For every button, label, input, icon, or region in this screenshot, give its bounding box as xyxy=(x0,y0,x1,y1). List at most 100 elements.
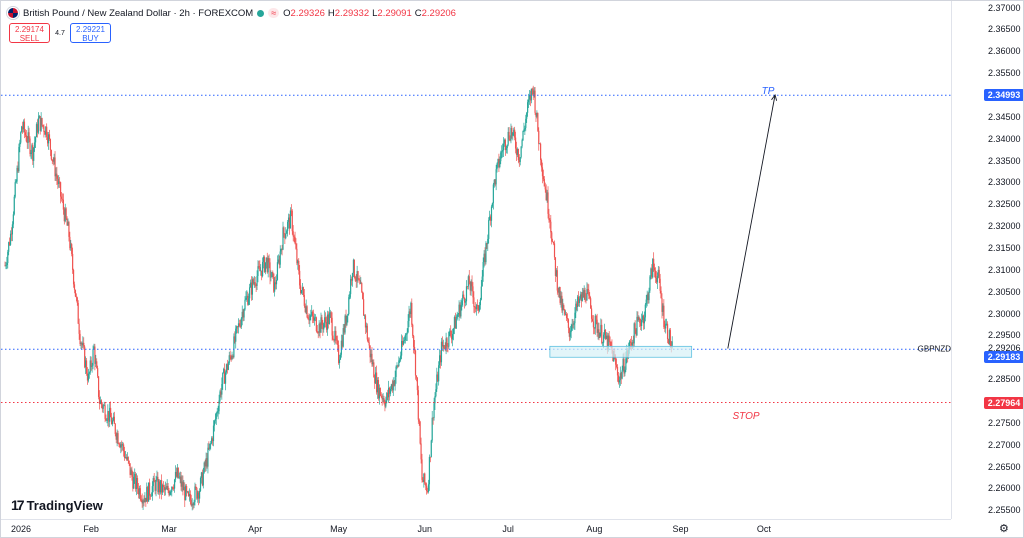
candle-body xyxy=(65,208,67,219)
candle-body xyxy=(42,125,44,127)
candle-body xyxy=(229,355,231,357)
candle-body xyxy=(567,319,570,328)
candle-body xyxy=(34,142,36,148)
candle-body xyxy=(24,132,26,136)
price-tick-label: 2.34500 xyxy=(988,111,1021,122)
time-axis[interactable]: 2026 Feb Mar Apr May Jun Jul Aug Sep Oct xyxy=(1,519,951,537)
candle-body xyxy=(138,488,140,495)
candle-body xyxy=(555,270,557,276)
candle-body xyxy=(235,328,237,342)
candle-body xyxy=(195,486,197,488)
price-axis[interactable]: 2.370002.365002.360002.355002.350002.345… xyxy=(918,1,1023,519)
candle-body xyxy=(163,486,165,491)
candle-body xyxy=(636,316,638,336)
candle-body xyxy=(368,342,370,346)
candle-body xyxy=(134,474,136,478)
candle-body xyxy=(642,315,645,324)
candle-body xyxy=(525,118,527,128)
wave-icon[interactable]: ≈ xyxy=(268,8,280,18)
candle-body xyxy=(123,444,125,452)
candle-body xyxy=(40,118,42,131)
candle-body xyxy=(507,131,509,145)
candle-body xyxy=(669,330,671,346)
candle-body xyxy=(511,127,513,136)
candle-body xyxy=(504,139,506,151)
candle-body xyxy=(565,314,568,319)
candle-body xyxy=(378,387,380,399)
candle-body xyxy=(552,241,554,243)
candle-body xyxy=(221,384,223,395)
candle-body xyxy=(607,335,609,350)
candle-body xyxy=(514,129,516,138)
candle-body xyxy=(172,486,174,489)
sell-button[interactable]: 2.29174 SELL xyxy=(9,23,50,43)
candle-body xyxy=(224,368,226,384)
candle-body xyxy=(469,284,471,291)
candle-body xyxy=(73,284,76,290)
candle-body xyxy=(601,324,603,343)
candle-body xyxy=(209,443,211,449)
candle-body xyxy=(477,305,480,311)
candle-body xyxy=(414,350,417,376)
chart-plot-area[interactable] xyxy=(1,1,951,519)
symbol-title[interactable]: British Pound / New Zealand Dollar · 2h … xyxy=(23,7,254,19)
candle-body xyxy=(451,333,454,340)
candlestick-chart[interactable] xyxy=(1,1,951,519)
candle-body xyxy=(516,149,519,155)
candle-body xyxy=(171,486,173,492)
candle-body xyxy=(37,118,39,133)
candle-body xyxy=(484,253,486,263)
candle-body xyxy=(402,340,405,345)
price-tick-label: 2.27500 xyxy=(988,417,1021,428)
candle-body xyxy=(550,221,552,233)
candle-body xyxy=(282,227,284,250)
candle-body xyxy=(117,433,119,444)
candle-body xyxy=(182,481,184,491)
candle-body xyxy=(474,306,476,308)
candle-body xyxy=(526,112,528,119)
candle-body xyxy=(560,295,562,303)
tradingview-logo[interactable]: 17 TradingView xyxy=(11,497,103,513)
candle-body xyxy=(200,472,203,478)
candle-body xyxy=(397,365,399,367)
candle-body xyxy=(196,487,198,499)
candle-body xyxy=(257,266,259,277)
candle-body xyxy=(464,301,467,303)
candle-body xyxy=(398,360,400,367)
price-tick-label: 2.37000 xyxy=(988,2,1021,13)
candle-body xyxy=(34,137,37,143)
candle-body xyxy=(295,243,297,249)
candle-body xyxy=(38,116,40,119)
candle-body xyxy=(79,333,81,345)
candle-body xyxy=(597,329,599,333)
buy-button[interactable]: 2.29221 BUY xyxy=(70,23,111,43)
candle-body xyxy=(356,271,358,282)
candle-body xyxy=(577,296,579,307)
candle-body xyxy=(111,420,114,425)
candle-body xyxy=(327,314,330,325)
candle-body xyxy=(493,179,495,185)
ohlc-value: 2.29326 xyxy=(290,7,325,19)
candle-body xyxy=(544,186,546,190)
candle-body xyxy=(220,391,222,395)
candle-body xyxy=(201,472,203,486)
candle-body xyxy=(335,330,337,340)
candle-body xyxy=(548,213,550,221)
candle-body xyxy=(524,127,526,130)
candle-body xyxy=(659,278,661,291)
candle-body xyxy=(184,486,186,501)
candle-body xyxy=(64,208,66,222)
settings-gear-icon[interactable]: ⚙ xyxy=(999,523,1009,535)
candle-body xyxy=(32,145,34,161)
candle-body xyxy=(94,346,96,364)
candle-body xyxy=(170,491,172,493)
candle-body xyxy=(665,323,667,329)
price-tick-label: 2.29500 xyxy=(988,330,1021,341)
candle-body xyxy=(31,145,33,153)
price-tick-label: 2.32500 xyxy=(988,199,1021,210)
candle-body xyxy=(573,323,575,325)
candle-body xyxy=(436,374,438,390)
candle-body xyxy=(450,330,452,336)
candle-body xyxy=(10,233,13,235)
candle-body xyxy=(276,262,279,281)
